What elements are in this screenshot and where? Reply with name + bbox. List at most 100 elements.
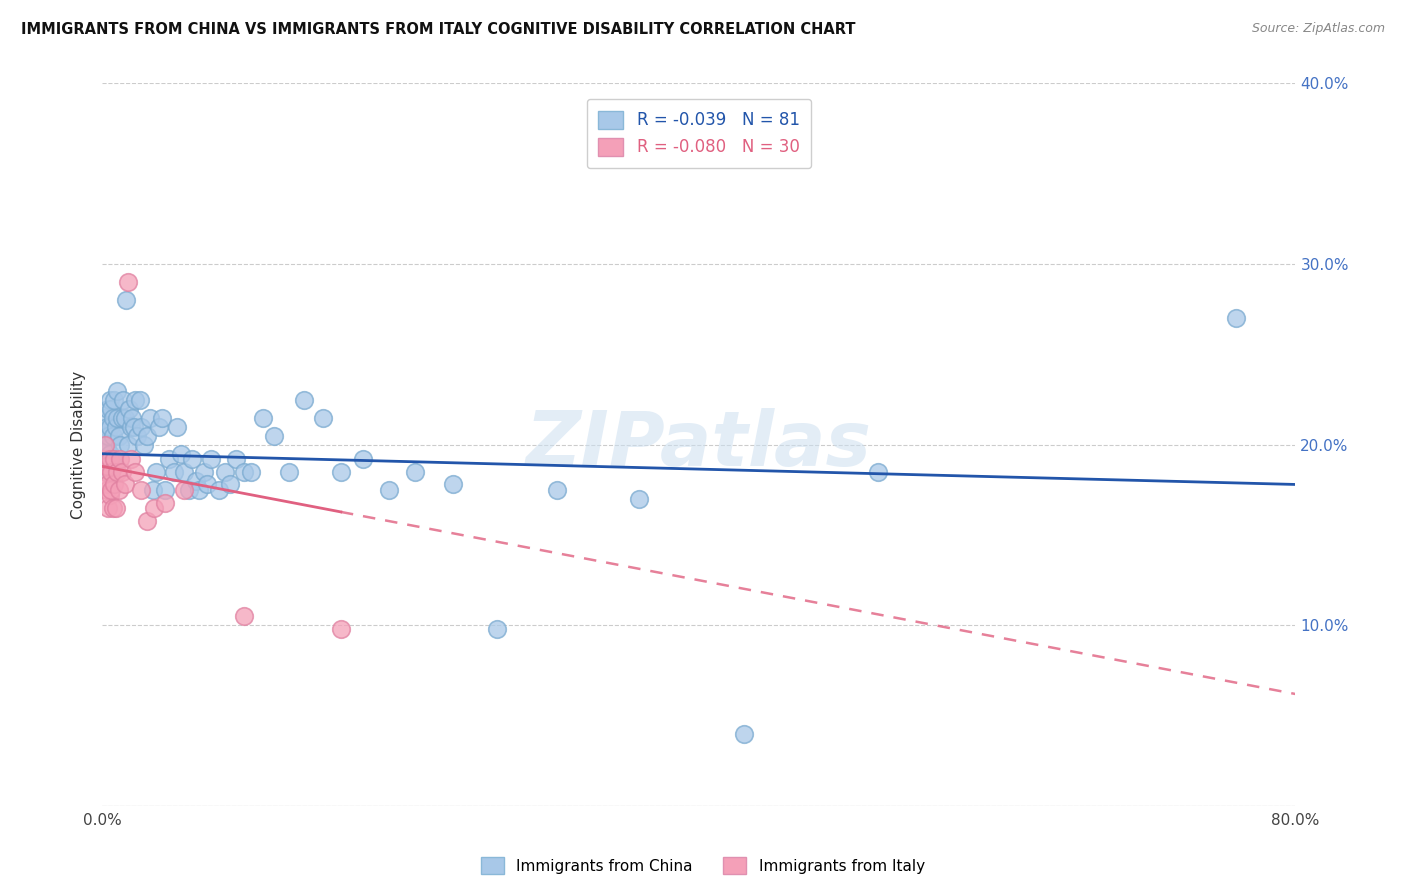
Point [263,428,285,442]
Point [93,452,115,467]
Point [193,465,215,479]
Point [128,392,150,407]
Point [129,483,152,497]
Point [94,428,117,442]
Point [105,410,128,425]
Point [124,392,146,407]
Point [98,447,121,461]
Point [96,483,118,497]
Point [404,465,426,479]
Point [546,483,568,497]
Point [129,419,152,434]
Point [94,438,117,452]
Point [103,452,125,467]
Point [733,727,755,741]
Point [100,401,122,416]
Point [122,419,145,434]
Point [100,483,122,497]
Point [115,293,138,308]
Point [252,410,274,425]
Point [240,465,263,479]
Point [195,477,218,491]
Point [145,465,167,479]
Point [98,488,121,502]
Point [100,465,122,479]
Point [100,465,122,479]
Point [125,428,148,442]
Point [124,465,146,479]
Point [136,428,159,442]
Point [97,428,120,442]
Point [486,622,509,636]
Point [157,452,180,467]
Legend: R = -0.039   N = 81, R = -0.080   N = 30: R = -0.039 N = 81, R = -0.080 N = 30 [586,99,811,168]
Point [120,452,142,467]
Point [207,483,229,497]
Point [153,495,176,509]
Point [108,438,131,452]
Point [628,491,651,506]
Point [101,410,124,425]
Point [118,401,141,416]
Point [163,465,186,479]
Point [377,483,399,497]
Point [120,419,142,434]
Point [352,452,374,467]
Point [105,465,128,479]
Point [114,410,136,425]
Point [110,465,132,479]
Point [225,452,247,467]
Point [96,442,118,456]
Point [97,401,120,416]
Point [200,452,222,467]
Point [150,410,173,425]
Point [232,609,254,624]
Point [142,483,165,497]
Point [329,622,352,636]
Point [117,275,139,289]
Point [173,483,195,497]
Point [214,465,236,479]
Point [98,419,121,434]
Point [112,392,135,407]
Point [103,392,125,407]
Point [101,428,124,442]
Text: IMMIGRANTS FROM CHINA VS IMMIGRANTS FROM ITALY COGNITIVE DISABILITY CORRELATION : IMMIGRANTS FROM CHINA VS IMMIGRANTS FROM… [21,22,856,37]
Point [188,483,211,497]
Point [101,500,124,515]
Point [93,438,115,452]
Point [108,452,131,467]
Point [110,410,132,425]
Point [94,459,117,474]
Point [114,477,136,491]
Point [1225,311,1247,326]
Text: Source: ZipAtlas.com: Source: ZipAtlas.com [1251,22,1385,36]
Point [219,477,242,491]
Point [94,465,117,479]
Point [173,465,195,479]
Y-axis label: Cognitive Disability: Cognitive Disability [72,371,86,519]
Point [277,465,299,479]
Point [132,438,155,452]
Point [98,452,121,467]
Point [97,477,120,491]
Legend: Immigrants from China, Immigrants from Italy: Immigrants from China, Immigrants from I… [475,851,931,880]
Point [105,384,128,398]
Point [103,459,125,474]
Point [107,428,129,442]
Point [96,419,118,434]
Point [186,474,208,488]
Point [292,392,315,407]
Point [329,465,352,479]
Point [148,419,170,434]
Point [139,410,162,425]
Point [143,500,166,515]
Point [97,465,120,479]
Point [103,477,125,491]
Point [121,410,143,425]
Point [107,483,129,497]
Point [97,500,120,515]
Point [98,392,121,407]
Point [104,500,127,515]
Point [441,477,464,491]
